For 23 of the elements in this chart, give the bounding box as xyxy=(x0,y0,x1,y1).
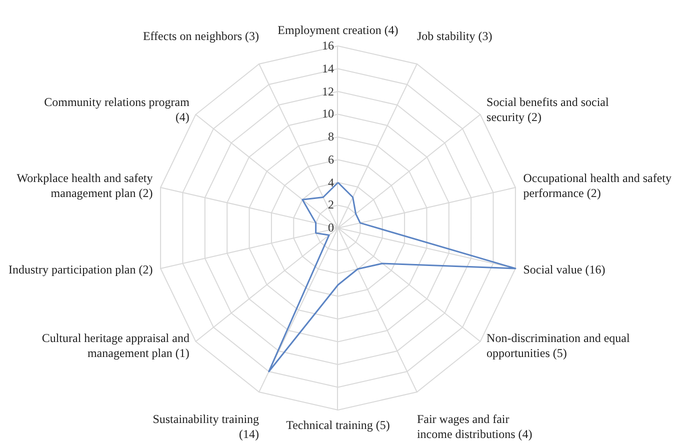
y-tick-label: 2 xyxy=(328,198,334,213)
spoke-label: Community relations program (4) xyxy=(43,94,190,125)
y-tick-label: 4 xyxy=(328,175,334,190)
y-tick-label: 6 xyxy=(328,152,334,168)
spoke-label: Social value (16) xyxy=(523,262,606,278)
y-tick-label: 16 xyxy=(322,38,334,54)
spoke-label: Cultural heritage appraisal and management plan (1) xyxy=(40,331,190,362)
y-tick-label: 8 xyxy=(328,130,334,144)
spoke-label: Employment creation (4) xyxy=(278,23,398,38)
spoke-label: Job stability (3) xyxy=(416,29,492,44)
y-tick-label: 12 xyxy=(322,84,334,99)
spoke-label: Workplace health and safety management plan (2) xyxy=(16,170,153,201)
spoke-label: Industry participation plan (2) xyxy=(8,262,153,278)
spoke-label: Non-discrimination and equal opportunities (5) xyxy=(486,331,631,362)
spoke-label: Fair wages and fair income distributions (4) xyxy=(416,412,534,442)
spoke-label: Sustainability training (14) xyxy=(152,412,260,442)
spoke-label: Social benefits and social security (2) xyxy=(486,94,610,125)
y-tick-label: 14 xyxy=(322,61,334,76)
y-tick-label: 0 xyxy=(328,220,334,236)
spoke-label: Effects on neighbors (3) xyxy=(142,29,260,44)
spoke-label: Occupational health and safety performance (2) xyxy=(523,170,673,201)
y-tick-label: 10 xyxy=(322,106,334,122)
spoke-label: Technical training (5) xyxy=(286,418,390,433)
